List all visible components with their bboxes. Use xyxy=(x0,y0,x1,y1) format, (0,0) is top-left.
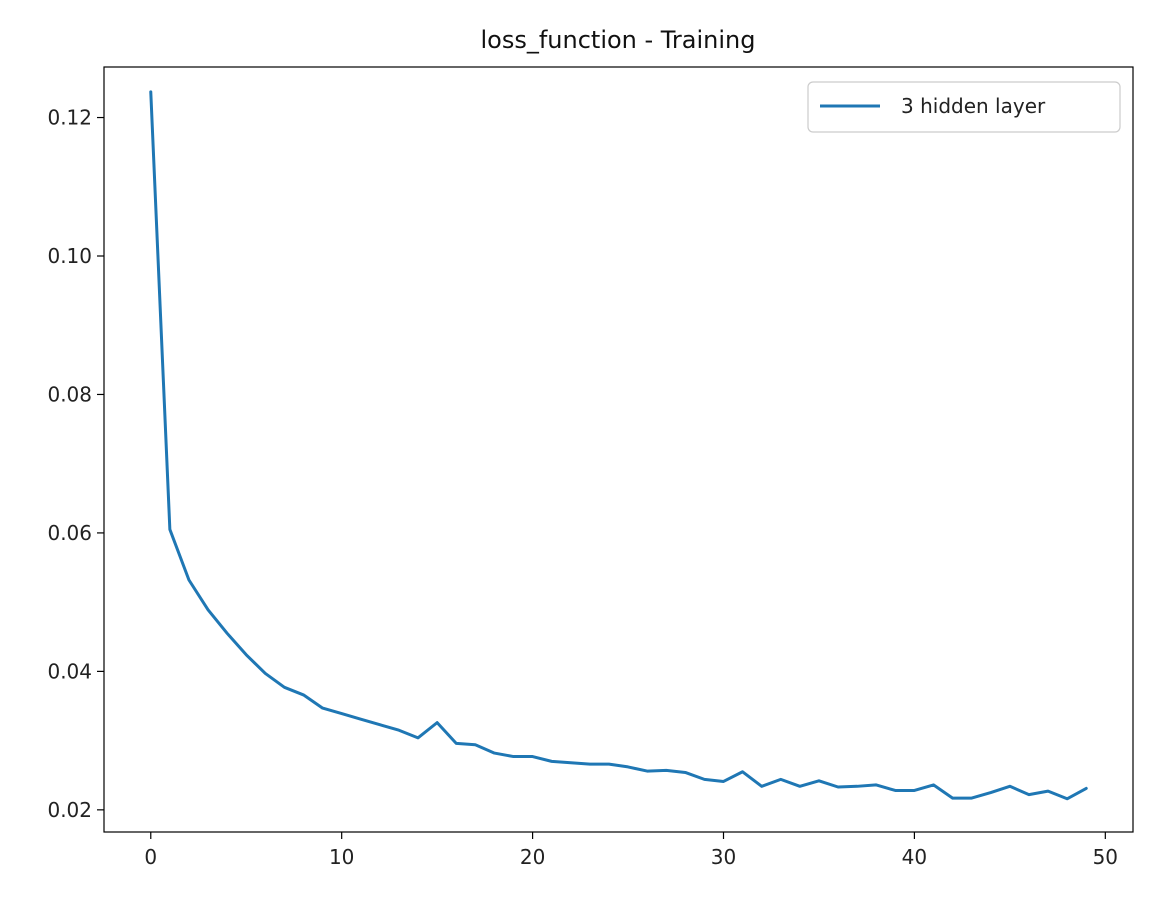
y-tick-label: 0.12 xyxy=(47,106,92,130)
legend: 3 hidden layer xyxy=(807,81,1121,133)
plot-area-frame xyxy=(103,66,1134,833)
series-line-3-hidden-layer xyxy=(149,90,1088,801)
x-tick-label: 50 xyxy=(1093,845,1118,869)
x-tick-label: 10 xyxy=(329,845,354,869)
y-axis-ticks: 0.02 0.04 0.06 0.08 0.10 0.12 xyxy=(47,106,104,822)
y-tick-label: 0.04 xyxy=(47,659,92,683)
legend-box xyxy=(807,81,1121,133)
legend-label-3-hidden-layer: 3 hidden layer xyxy=(901,94,1046,118)
series-layer xyxy=(149,90,1088,801)
chart-title: loss_function - Training xyxy=(480,26,755,54)
x-axis-ticks: 0 10 20 30 40 50 xyxy=(144,832,1118,869)
y-tick-label: 0.06 xyxy=(47,521,92,545)
y-tick-label: 0.08 xyxy=(47,382,92,406)
x-tick-label: 20 xyxy=(520,845,545,869)
y-tick-label: 0.10 xyxy=(47,244,92,268)
x-tick-label: 40 xyxy=(902,845,927,869)
x-tick-label: 30 xyxy=(711,845,736,869)
x-tick-label: 0 xyxy=(144,845,157,869)
y-tick-label: 0.02 xyxy=(47,798,92,822)
